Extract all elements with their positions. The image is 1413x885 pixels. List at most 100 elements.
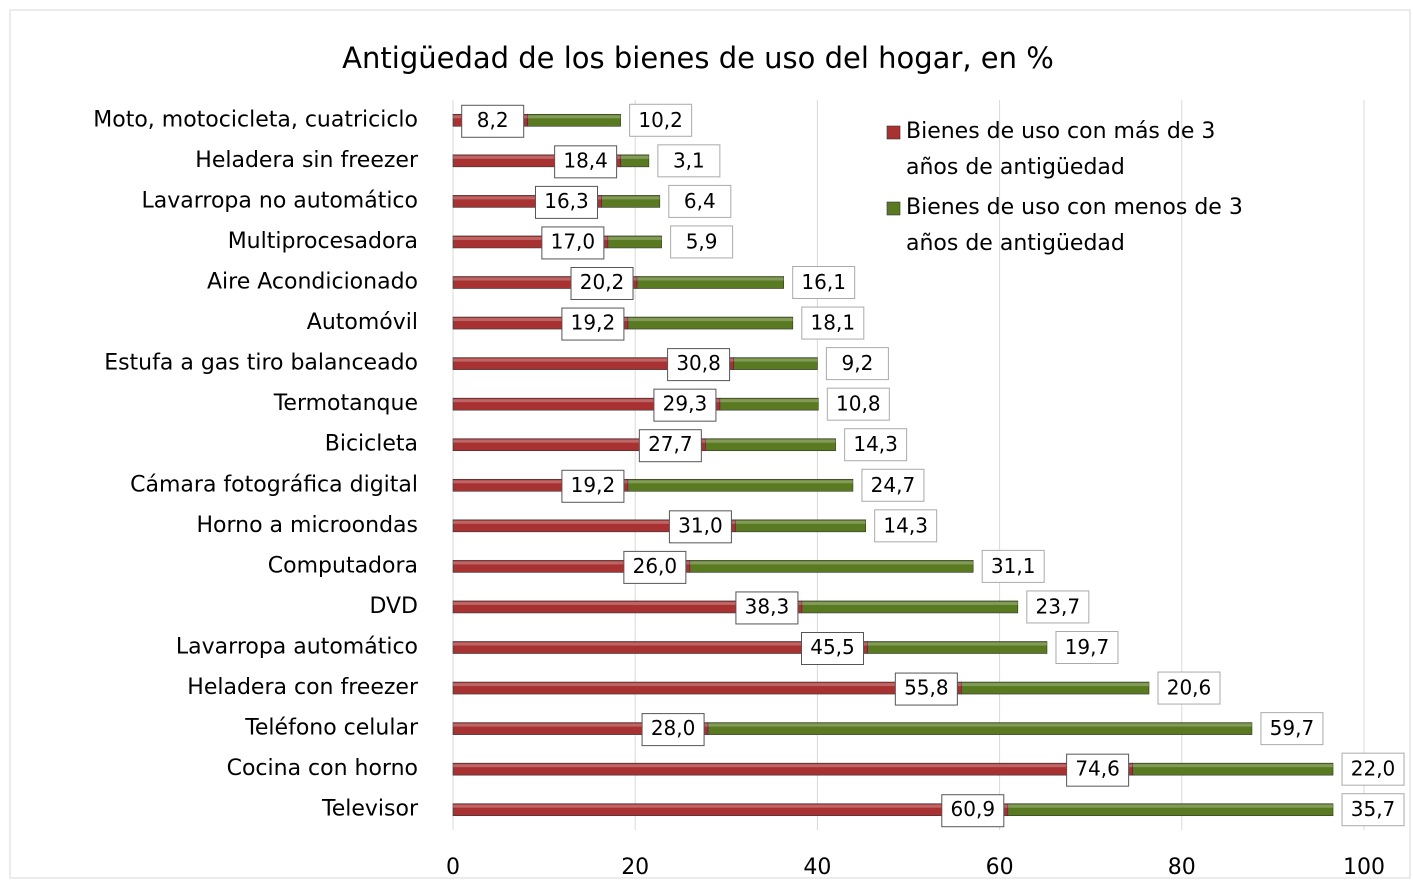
- data-label-box: [874, 509, 938, 543]
- bar-highlight: [735, 520, 866, 524]
- data-label-box: [638, 429, 702, 463]
- data-label-box: [844, 428, 908, 462]
- data-label: 19,2: [571, 311, 616, 335]
- y-tick-label: Cámara fotográfica digital: [130, 472, 418, 497]
- data-label-box: [735, 591, 799, 625]
- bar-highlight: [1007, 804, 1334, 808]
- data-label-box: [1260, 712, 1324, 746]
- data-label: 8,2: [477, 108, 509, 132]
- bar: [867, 641, 1048, 654]
- bar: [719, 397, 819, 411]
- data-label-box: [801, 632, 865, 665]
- bar-highlight: [453, 642, 868, 646]
- data-label: 29,3: [663, 392, 708, 416]
- y-tick-label: Horno a microondas: [196, 513, 418, 538]
- data-label-box: [657, 144, 721, 178]
- bar: [1132, 762, 1334, 776]
- y-tick-label: Lavarropa automático: [176, 635, 418, 660]
- data-label-box: [461, 104, 525, 138]
- bar-highlight: [453, 399, 720, 403]
- bar-highlight: [453, 723, 709, 727]
- x-tick-label: 20: [621, 855, 649, 880]
- data-label-box: [861, 468, 925, 502]
- bar: [627, 478, 854, 492]
- data-label: 23,7: [1036, 594, 1081, 618]
- bar: [607, 235, 662, 249]
- data-label-box: [561, 469, 625, 503]
- bar-highlight: [607, 236, 662, 240]
- data-label-box: [641, 713, 705, 747]
- data-label: 9,2: [841, 351, 873, 375]
- data-label: 27,7: [648, 432, 693, 456]
- y-tick-label: Cocina con horno: [227, 756, 418, 781]
- data-label: 20,6: [1167, 676, 1212, 700]
- data-label: 55,8: [904, 676, 949, 700]
- legend-label: Bienes de uso con más de 3 años de antigü…: [906, 119, 1215, 180]
- data-label: 10,2: [638, 108, 683, 132]
- data-label: 10,8: [836, 392, 881, 416]
- y-tick-label: Heladera sin freezer: [195, 148, 419, 173]
- bar: [705, 438, 836, 452]
- y-tick-label: Automóvil: [307, 310, 418, 335]
- data-label-box: [894, 672, 958, 706]
- data-label: 74,6: [1075, 757, 1120, 781]
- bar-highlight: [453, 196, 602, 200]
- data-label: 35,7: [1351, 797, 1396, 821]
- y-tick-label: Multiprocesadora: [228, 229, 418, 254]
- y-tick-label: Moto, motocicleta, cuatriciclo: [93, 107, 418, 132]
- legend-line: años de antigüedad: [906, 155, 1125, 180]
- bar: [1007, 803, 1334, 817]
- data-label: 20,2: [580, 270, 625, 294]
- y-tick-label: Termotanque: [273, 391, 418, 416]
- y-tick-label: Lavarropa no automático: [142, 188, 418, 213]
- y-tick-label: Heladera con freezer: [187, 675, 419, 700]
- data-label: 45,5: [810, 635, 855, 659]
- data-label: 19,2: [571, 473, 616, 497]
- bar-highlight: [453, 804, 1008, 808]
- x-tick-label: 60: [986, 855, 1014, 880]
- bar-highlight: [453, 236, 608, 240]
- data-label: 31,0: [678, 513, 723, 537]
- data-label-box: [1157, 671, 1221, 705]
- bar-highlight: [601, 196, 660, 200]
- x-tick-label: 100: [1343, 855, 1385, 880]
- bar-highlight: [453, 277, 638, 281]
- bar: [636, 276, 784, 289]
- bar-highlight: [453, 318, 628, 322]
- data-label: 28,0: [651, 716, 696, 740]
- data-label-box: [670, 225, 734, 259]
- legend-line: años de antigüedad: [906, 231, 1125, 256]
- data-label-box: [623, 550, 687, 584]
- bar-highlight: [453, 683, 962, 687]
- data-label-box: [1026, 590, 1090, 624]
- data-label: 18,1: [811, 311, 856, 335]
- data-label-box: [629, 103, 693, 137]
- y-tick-label: Televisor: [321, 797, 419, 822]
- bar: [707, 722, 1253, 735]
- bar-highlight: [637, 277, 784, 281]
- data-label-box: [653, 388, 717, 422]
- bar-highlight: [453, 561, 690, 565]
- bar-highlight: [689, 561, 974, 565]
- data-label: 18,4: [563, 148, 608, 172]
- data-label-box: [1055, 631, 1119, 664]
- x-tick-label: 0: [446, 855, 460, 880]
- bar: [733, 357, 818, 370]
- data-label-box: [1341, 793, 1405, 827]
- bar-highlight: [801, 601, 1018, 605]
- bar-highlight: [1132, 764, 1334, 768]
- data-label-box: [801, 306, 865, 340]
- x-tick-label: 80: [1168, 855, 1196, 880]
- legend-swatch: [886, 201, 901, 216]
- data-label: 59,7: [1270, 716, 1315, 740]
- bar-highlight: [453, 439, 706, 443]
- legend-swatch: [886, 125, 901, 140]
- chart-title: Antigüedad de los bienes de uso del hoga…: [342, 41, 1054, 75]
- bar-highlight: [708, 723, 1252, 727]
- legend-label: Bienes de uso con menos de 3 años de anti…: [906, 195, 1243, 256]
- bar-highlight: [453, 155, 621, 159]
- data-label: 38,3: [745, 594, 790, 618]
- y-tick-label: Computadora: [268, 553, 418, 578]
- legend-line: Bienes de uso con más de 3: [906, 119, 1215, 144]
